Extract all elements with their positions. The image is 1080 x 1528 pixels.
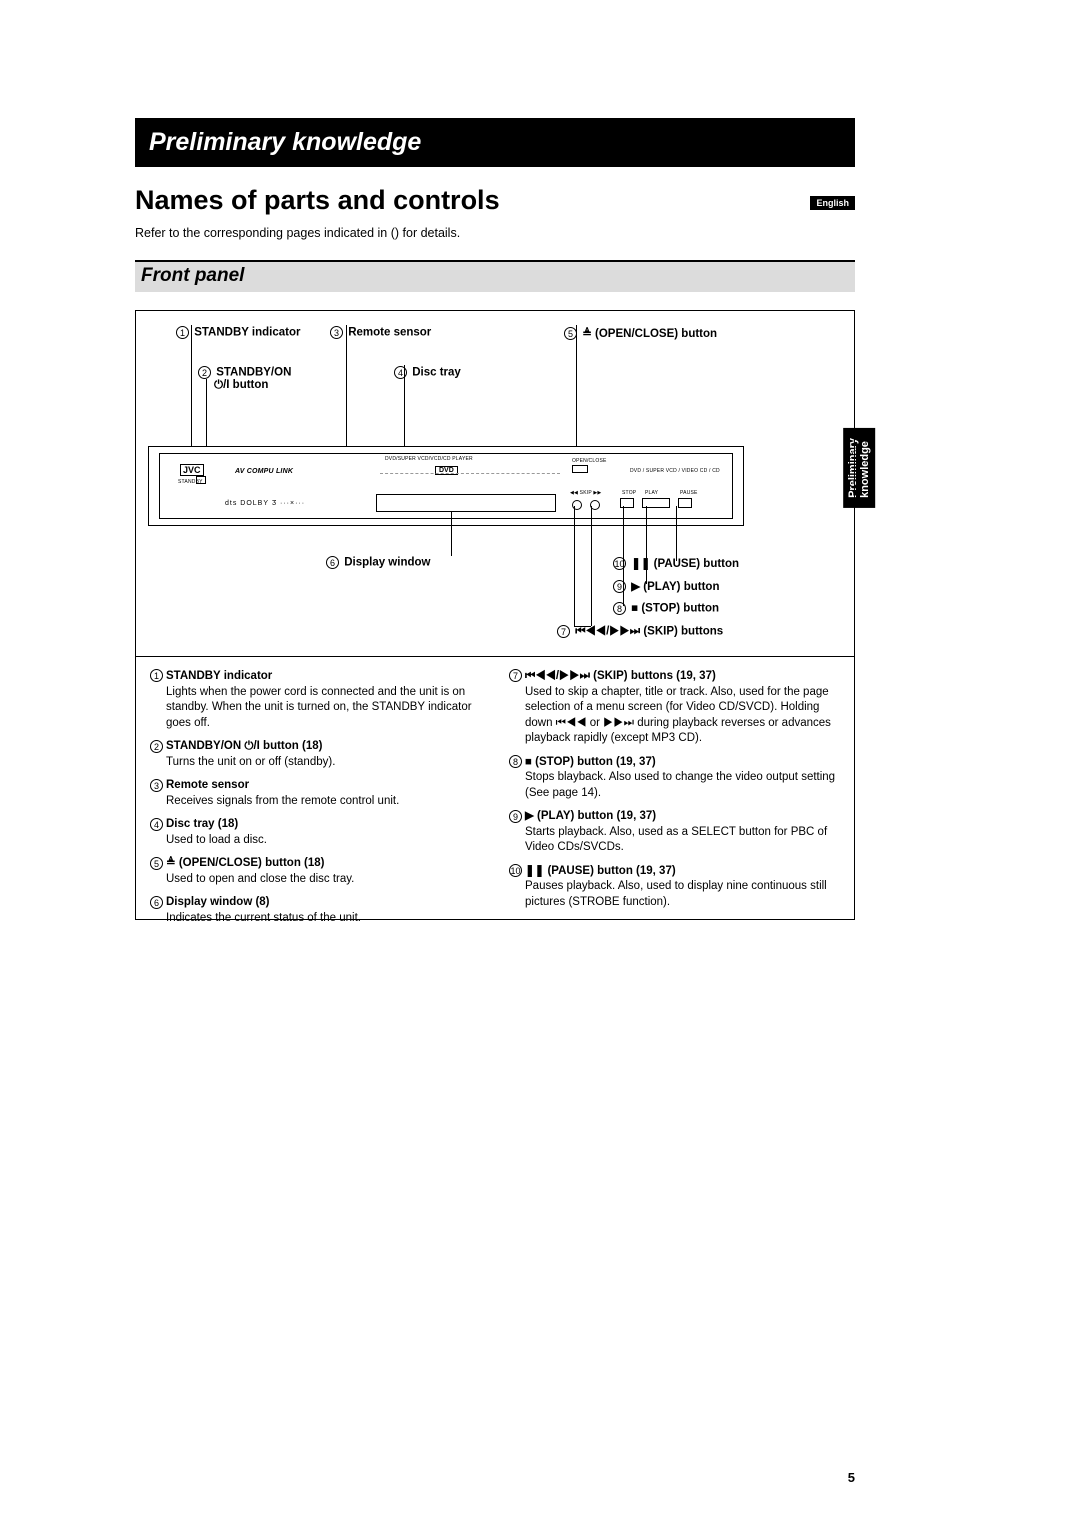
callout-num-1: 1	[176, 326, 189, 339]
diagram-container: 1 STANDBY indicator 2 STANDBY/ON ⏻/I but…	[135, 310, 855, 920]
d8-body: Stops blayback. Also used to change the …	[525, 771, 835, 799]
desc-col-left: 1STANDBY indicatorLights when the power …	[136, 657, 495, 952]
d6-body: Indicates the current status of the unit…	[166, 912, 361, 924]
display-window	[376, 494, 556, 512]
top-callouts: 1 STANDBY indicator 2 STANDBY/ON ⏻/I but…	[136, 326, 854, 446]
desc-2: 2STANDBY/ON ⏻/I button (18)Turns the uni…	[150, 739, 481, 770]
d7-body: Used to skip a chapter, title or track. …	[525, 686, 831, 745]
callout-10-label: ❚❚ (PAUSE) button	[631, 558, 739, 570]
callout-2-label-1: STANDBY/ON	[216, 367, 291, 379]
leader-10	[676, 506, 677, 561]
section-bar: Preliminary knowledge	[135, 118, 855, 167]
language-tag: English	[810, 196, 855, 210]
d5-title: ≜ (OPEN/CLOSE) button (18)	[166, 857, 325, 869]
d2-body: Turns the unit on or off (standby).	[166, 756, 335, 768]
play-tiny: PLAY	[645, 490, 658, 496]
d4-body: Used to load a disc.	[166, 834, 267, 846]
av-label: AV COMPU LINK	[235, 468, 293, 475]
leader-3	[346, 325, 347, 460]
standby-led	[196, 476, 206, 484]
device-body: JVC AV COMPU LINK STANDBY DVD/SUPER VCD/…	[148, 446, 744, 526]
subsection-heading: Front panel	[135, 260, 855, 292]
pause-tiny: PAUSE	[680, 490, 698, 496]
callout-6: 6 Display window	[326, 556, 430, 569]
center-tiny: DVD/SUPER VCD/VCD/CD PLAYER	[385, 456, 473, 462]
callout-5: 5 ≜ (OPEN/CLOSE) button	[564, 326, 717, 340]
leader-9	[646, 506, 647, 584]
desc-1: 1STANDBY indicatorLights when the power …	[150, 669, 481, 731]
d3-title: Remote sensor	[166, 779, 249, 791]
callout-8-label: ■ (STOP) button	[631, 603, 719, 615]
callout-3-label: Remote sensor	[348, 327, 431, 339]
stop-tiny: STOP	[622, 490, 636, 496]
callout-num-8: 8	[613, 602, 626, 615]
disc-slot	[380, 473, 560, 475]
callout-2: 2 STANDBY/ON ⏻/I button	[198, 366, 291, 392]
callout-8: 8 ■ (STOP) button	[613, 602, 719, 615]
openclose-btn	[572, 465, 588, 473]
d2-title: STANDBY/ON ⏻/I button (18)	[166, 740, 322, 752]
leader-1	[191, 325, 192, 450]
callout-num-6: 6	[326, 556, 339, 569]
jvc-logo: JVC	[180, 464, 204, 476]
d7-title: ⏮◀◀/▶▶⏭ (SKIP) buttons (19, 37)	[525, 670, 716, 682]
desc-8: 8■ (STOP) button (19, 37)Stops blayback.…	[509, 755, 840, 802]
d4-title: Disc tray (18)	[166, 818, 238, 830]
callout-1-label: STANDBY indicator	[194, 327, 300, 339]
callout-1: 1 STANDBY indicator	[176, 326, 300, 339]
desc-4: 4Disc tray (18)Used to load a disc.	[150, 817, 481, 848]
desc-9: 9▶ (PLAY) button (19, 37)Starts playback…	[509, 809, 840, 856]
descriptions: 1STANDBY indicatorLights when the power …	[136, 656, 854, 952]
callout-num-10: 10	[613, 557, 626, 570]
d10-title: ❚❚ (PAUSE) button (19, 37)	[525, 865, 676, 877]
desc-7: 7⏮◀◀/▶▶⏭ (SKIP) buttons (19, 37)Used to …	[509, 669, 840, 747]
pause-btn	[678, 498, 692, 508]
d5-body: Used to open and close the disc tray.	[166, 873, 354, 885]
diagram-area: 1 STANDBY indicator 2 STANDBY/ON ⏻/I but…	[136, 311, 854, 656]
desc-3: 3Remote sensorReceives signals from the …	[150, 778, 481, 809]
d6-title: Display window (8)	[166, 896, 270, 908]
intro-text: Refer to the corresponding pages indicat…	[135, 226, 855, 240]
certs-row: dts DOLBY Ӡ ···×···	[225, 500, 305, 507]
disc-types-tiny: DVD / SUPER VCD / VIDEO CD / CD	[630, 468, 720, 474]
page-content: Preliminary knowledge English Names of p…	[135, 118, 855, 920]
leader-2	[206, 379, 207, 454]
callout-num-3: 3	[330, 326, 343, 339]
callout-5-label: ≜ (OPEN/CLOSE) button	[582, 328, 717, 340]
d3-body: Receives signals from the remote control…	[166, 795, 399, 807]
desc-5: 5≜ (OPEN/CLOSE) button (18)Used to open …	[150, 856, 481, 887]
callout-7: 7 ⏮◀◀/▶▶⏭ (SKIP) buttons	[557, 625, 723, 639]
page-title: Names of parts and controls	[135, 185, 855, 216]
d1-title: STANDBY indicator	[166, 670, 272, 682]
callout-9: 9 ▶ (PLAY) button	[613, 579, 719, 593]
leader-7b	[591, 506, 592, 626]
callout-num-4: 4	[394, 366, 407, 379]
d1-body: Lights when the power cord is connected …	[166, 686, 472, 729]
leader-7a	[574, 506, 575, 626]
skip-tiny: ◀◀ SKIP ▶▶	[570, 490, 601, 496]
d8-title: ■ (STOP) button (19, 37)	[525, 756, 656, 768]
d9-body: Starts playback. Also, used as a SELECT …	[525, 826, 827, 854]
callout-2-label-2: ⏻/I button	[198, 379, 268, 391]
callout-num-2: 2	[198, 366, 211, 379]
leader-6	[451, 511, 452, 556]
desc-col-right: 7⏮◀◀/▶▶⏭ (SKIP) buttons (19, 37)Used to …	[495, 657, 854, 952]
d10-body: Pauses playback. Also, used to display n…	[525, 880, 827, 908]
callout-7-label: ⏮◀◀/▶▶⏭ (SKIP) buttons	[575, 626, 723, 638]
openclose-tiny: OPEN/CLOSE	[572, 458, 607, 464]
callout-num-9: 9	[613, 580, 626, 593]
page-number: 5	[848, 1470, 855, 1485]
callout-num-7: 7	[557, 625, 570, 638]
callout-9-label: ▶ (PLAY) button	[631, 581, 719, 593]
callout-10: 10 ❚❚ (PAUSE) button	[613, 556, 739, 570]
desc-10: 10❚❚ (PAUSE) button (19, 37)Pauses playb…	[509, 864, 840, 911]
desc-6: 6Display window (8)Indicates the current…	[150, 895, 481, 926]
d9-title: ▶ (PLAY) button (19, 37)	[525, 810, 656, 822]
callout-6-label: Display window	[344, 557, 430, 569]
callout-4-label: Disc tray	[412, 367, 461, 379]
leader-5	[576, 325, 577, 460]
